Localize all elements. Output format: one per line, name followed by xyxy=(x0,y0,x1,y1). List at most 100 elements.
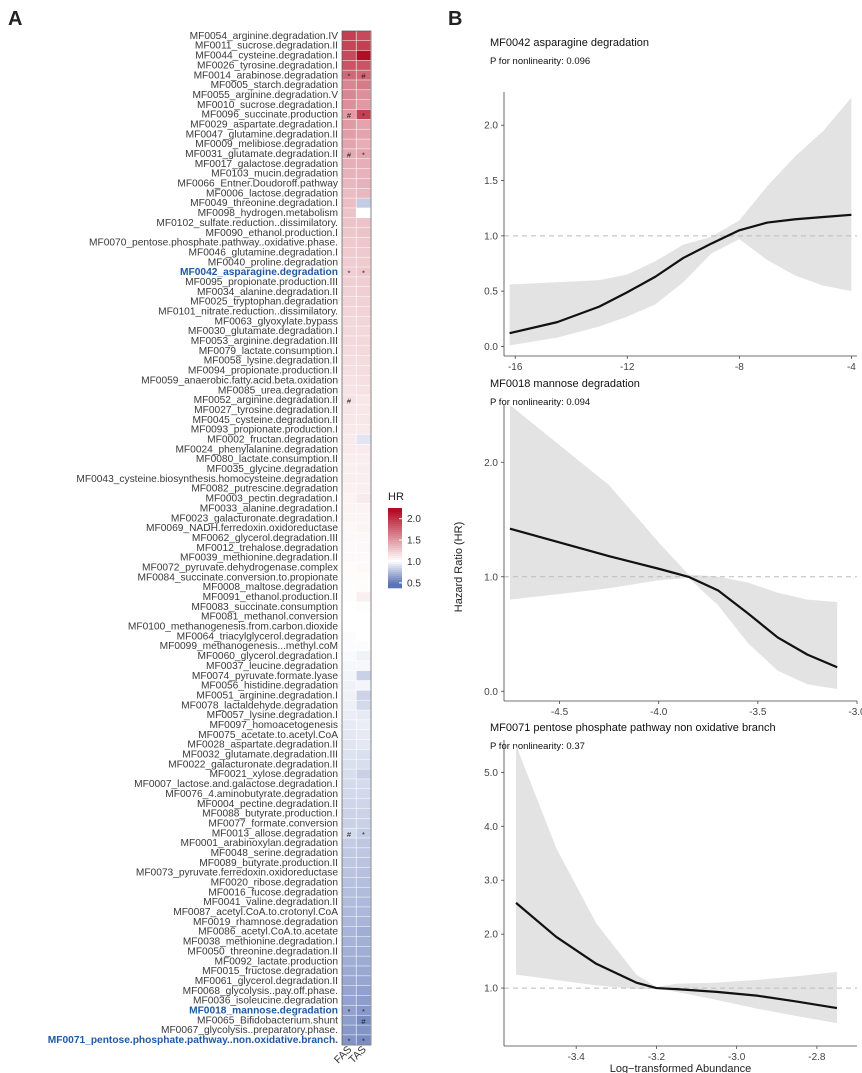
row-label: MF0010_sucrose.degradation.I xyxy=(197,100,338,111)
heat-cell xyxy=(356,542,371,553)
significance-mark: # xyxy=(347,397,352,406)
heat-cell xyxy=(356,70,371,80)
y-tick-label: 2.0 xyxy=(484,121,498,132)
heat-cell xyxy=(356,119,371,129)
legend-swatch xyxy=(388,532,402,535)
heat-cell xyxy=(356,926,371,937)
legend-swatch xyxy=(388,584,402,587)
row-label: MF0031_glutamate.degradation.II xyxy=(185,149,338,160)
row-label: MF0047_glutamine.degradation.II xyxy=(186,129,338,140)
row-label: MF0066_Entner.Doudoroff.pathway xyxy=(177,179,339,190)
heat-cell xyxy=(342,454,356,464)
legend-swatch xyxy=(388,556,402,559)
heat-cell xyxy=(356,680,371,691)
heat-cell xyxy=(356,267,371,277)
heat-cell xyxy=(342,897,356,907)
legend-swatch xyxy=(388,564,402,567)
row-label: MF0019_rhamnose.degradation xyxy=(193,917,338,928)
heat-cell xyxy=(356,848,371,858)
row-label: MF0088_butyrate.production.I xyxy=(202,809,338,820)
column-label: TAS xyxy=(346,1044,368,1066)
row-label: MF0096_succinate.production xyxy=(202,110,338,121)
heat-cell xyxy=(356,50,371,61)
row-label: MF0037_leucine.degradation xyxy=(206,661,338,672)
significance-mark: # xyxy=(361,72,366,81)
row-label: MF0089_butyrate.production.II xyxy=(199,858,338,869)
legend-swatch xyxy=(388,554,402,557)
legend-tick-label: 2.0 xyxy=(407,514,421,525)
heat-cell xyxy=(342,818,356,828)
spline-curve xyxy=(509,213,852,335)
heat-cell xyxy=(356,887,371,897)
heat-cell xyxy=(356,198,371,208)
row-label: MF0013_allose.degradation xyxy=(212,828,338,839)
row-label: MF0022_galacturonate.degradation.II xyxy=(168,759,338,770)
heat-cell xyxy=(342,405,356,415)
y-tick-label: 1.0 xyxy=(484,984,498,995)
row-label: MF0012_trehalose.degradation xyxy=(196,543,338,554)
legend-swatch xyxy=(388,526,402,529)
x-tick-label: -3.2 xyxy=(648,1052,666,1063)
row-label: MF0014_arabinose.degradation xyxy=(194,70,338,81)
heat-cell xyxy=(342,218,356,228)
heat-cell xyxy=(342,995,356,1006)
x-tick-label: -4.0 xyxy=(650,707,668,718)
heatmap-chart: MF0054_arginine.degradation.IVMF0011_suc… xyxy=(48,30,421,1066)
heat-cell xyxy=(342,227,356,238)
row-label: MF0086_acetyl.CoA.to.acetate xyxy=(198,927,338,938)
heat-cell xyxy=(356,227,371,238)
y-tick-label: 1.0 xyxy=(484,231,498,242)
heat-cell xyxy=(356,995,371,1006)
heat-cell xyxy=(356,168,371,179)
heat-cell xyxy=(356,661,371,671)
heat-cell xyxy=(356,355,371,366)
confidence-band xyxy=(516,745,837,1024)
legend-swatch xyxy=(388,558,402,561)
legend-swatch xyxy=(388,512,402,515)
y-tick-label: 1.5 xyxy=(484,176,498,187)
y-tick-label: 2.0 xyxy=(484,930,498,941)
row-label: MF0085_urea.degradation xyxy=(218,385,338,396)
heat-cell xyxy=(356,414,371,425)
row-label: MF0023_galacturonate.degradation.I xyxy=(171,513,338,524)
row-label: MF0102_sulfate.reduction..dissimilatory. xyxy=(156,218,338,229)
legend-swatch xyxy=(388,534,402,537)
heat-cell xyxy=(356,710,371,720)
row-label: MF0045_cysteine.degradation.II xyxy=(192,415,338,426)
legend-swatch xyxy=(388,574,402,577)
heat-cell xyxy=(342,523,356,533)
heat-cell xyxy=(356,1015,371,1025)
heat-cell xyxy=(356,533,371,543)
heat-cell xyxy=(356,956,371,966)
heat-cell xyxy=(356,749,371,760)
legend-swatch xyxy=(388,538,402,541)
heat-cell xyxy=(356,208,371,218)
heat-cell xyxy=(356,158,371,169)
heat-cell xyxy=(342,60,356,70)
row-label: MF0081_methanol.conversion xyxy=(201,612,338,623)
heat-cell xyxy=(356,562,371,572)
row-label: MF0095_propionate.production.III xyxy=(185,277,338,288)
row-label: MF0008_maltose.degradation xyxy=(203,582,338,593)
heat-cell xyxy=(342,355,356,366)
row-label: MF0060_glycerol.degradation.I xyxy=(198,651,338,662)
heat-cell xyxy=(342,828,356,838)
heat-cell xyxy=(356,286,371,297)
heat-cell xyxy=(342,710,356,720)
legend-swatch xyxy=(388,520,402,523)
significance-mark: * xyxy=(347,72,350,81)
legend-swatch xyxy=(388,516,402,519)
heatmap-frame xyxy=(341,30,372,1046)
heat-cell xyxy=(342,277,356,287)
heat-cell xyxy=(356,966,371,976)
row-label: MF0049_threonine.degradation.I xyxy=(190,198,338,209)
heat-cell xyxy=(356,976,371,986)
heat-cell xyxy=(356,109,371,120)
y-tick-label: 2.0 xyxy=(484,458,498,469)
row-label: MF0077_formate.conversion xyxy=(208,818,338,829)
heat-cell xyxy=(342,631,356,641)
row-label: MF0073_pyruvate.ferredoxin.oxidoreductas… xyxy=(136,868,339,879)
legend-swatch xyxy=(388,548,402,551)
row-label: MF0064_triacylglycerol.degradation xyxy=(177,631,338,642)
heat-cell xyxy=(356,917,371,927)
